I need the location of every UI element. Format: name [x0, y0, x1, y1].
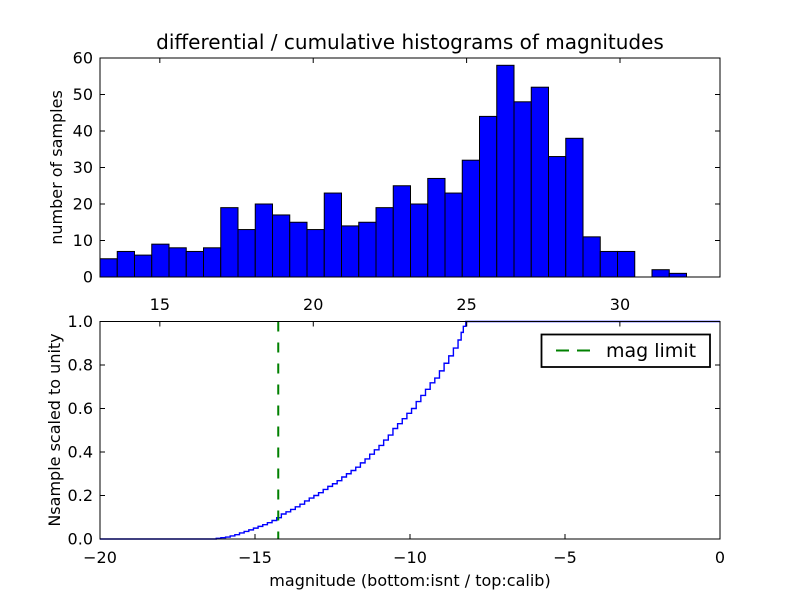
histogram-bar: [203, 247, 222, 278]
top-axes-frame: [99, 57, 721, 278]
x-tick-label: −20: [83, 548, 117, 567]
chart-title: differential / cumulative histograms of …: [156, 30, 664, 54]
legend-box: [540, 333, 711, 368]
histogram-bar: [151, 243, 170, 278]
legend-label: mag limit: [606, 340, 696, 362]
y-tick-label: 0: [83, 268, 93, 287]
histogram-bar: [99, 258, 118, 278]
histogram-bar: [392, 185, 412, 278]
histogram-bar: [617, 250, 636, 278]
x-tick-label: −10: [393, 548, 427, 567]
histogram-bar: [254, 203, 274, 278]
histogram-bar: [444, 192, 463, 278]
bottom-plot-ticks: 0.0 0.2 0.4 0.6 0.8 1.0 −20 −15 −10 −5 0: [68, 312, 726, 567]
histogram-bar: [668, 272, 688, 278]
histogram-bar: [651, 269, 670, 278]
top-plot-ticks: 0 10 20 30 40 50 60 15 20 25 30: [73, 49, 720, 314]
y-tick-label: 0.6: [68, 399, 93, 418]
histogram-bar: [479, 115, 498, 278]
top-y-axis-label: number of samples: [47, 90, 66, 245]
histogram-bar: [237, 229, 256, 278]
y-tick-label: 30: [73, 158, 93, 177]
histogram-bar: [530, 86, 550, 278]
y-tick-label: 40: [73, 122, 93, 141]
histogram-bar: [599, 250, 619, 278]
x-tick-label: 25: [456, 295, 476, 314]
histogram-bar: [358, 221, 377, 278]
histogram-bar: [185, 250, 205, 278]
y-tick-label: 0.4: [68, 443, 93, 462]
top-histogram-plot: differential / cumulative histograms of …: [47, 30, 721, 314]
x-tick-label: −15: [238, 548, 272, 567]
y-tick-label: 60: [73, 49, 93, 68]
x-tick-label: 20: [303, 295, 323, 314]
y-tick-label: 0.2: [68, 486, 93, 505]
histogram-bar: [513, 101, 532, 278]
bottom-axes-frame: [99, 321, 721, 540]
y-tick-label: 50: [73, 85, 93, 104]
histogram-bar: [548, 156, 567, 278]
bottom-cumulative-plot: 0.0 0.2 0.4 0.6 0.8 1.0 −20 −15 −10 −5 0 Nsample s…: [45, 312, 725, 590]
histogram-bar: [496, 64, 515, 278]
cumulative-curve: [100, 320, 720, 540]
bottom-y-axis-label: Nsample scaled to unity: [45, 333, 64, 526]
x-tick-label: 15: [150, 295, 170, 314]
legend: mag limit: [540, 333, 711, 368]
histogram-bar: [375, 207, 394, 278]
histogram-bar: [427, 177, 446, 278]
x-tick-label: 30: [610, 295, 630, 314]
y-tick-label: 1.0: [68, 312, 93, 331]
x-axis-label: magnitude (bottom:isnt / top:calib): [269, 571, 550, 590]
y-tick-label: 20: [73, 195, 93, 214]
histogram-bar: [306, 229, 325, 278]
histogram-bar: [272, 214, 291, 278]
histogram-bar: [582, 236, 601, 278]
y-tick-label: 0.8: [68, 356, 93, 375]
histogram-bar: [565, 137, 584, 278]
y-tick-label: 10: [73, 231, 93, 250]
histogram-bar: [289, 221, 308, 278]
histogram-bar: [461, 159, 481, 278]
y-tick-label: 0.0: [68, 530, 93, 549]
histogram-bar: [341, 225, 360, 278]
histogram-bar: [220, 207, 239, 278]
histogram-bar: [323, 192, 343, 278]
x-tick-label: −5: [553, 548, 577, 567]
histogram-bar: [168, 247, 187, 278]
histogram-bar: [410, 203, 429, 278]
x-tick-label: 0: [715, 548, 725, 567]
histogram-bars: [99, 64, 688, 278]
histogram-bar: [116, 250, 136, 278]
histogram-bar: [134, 254, 153, 278]
